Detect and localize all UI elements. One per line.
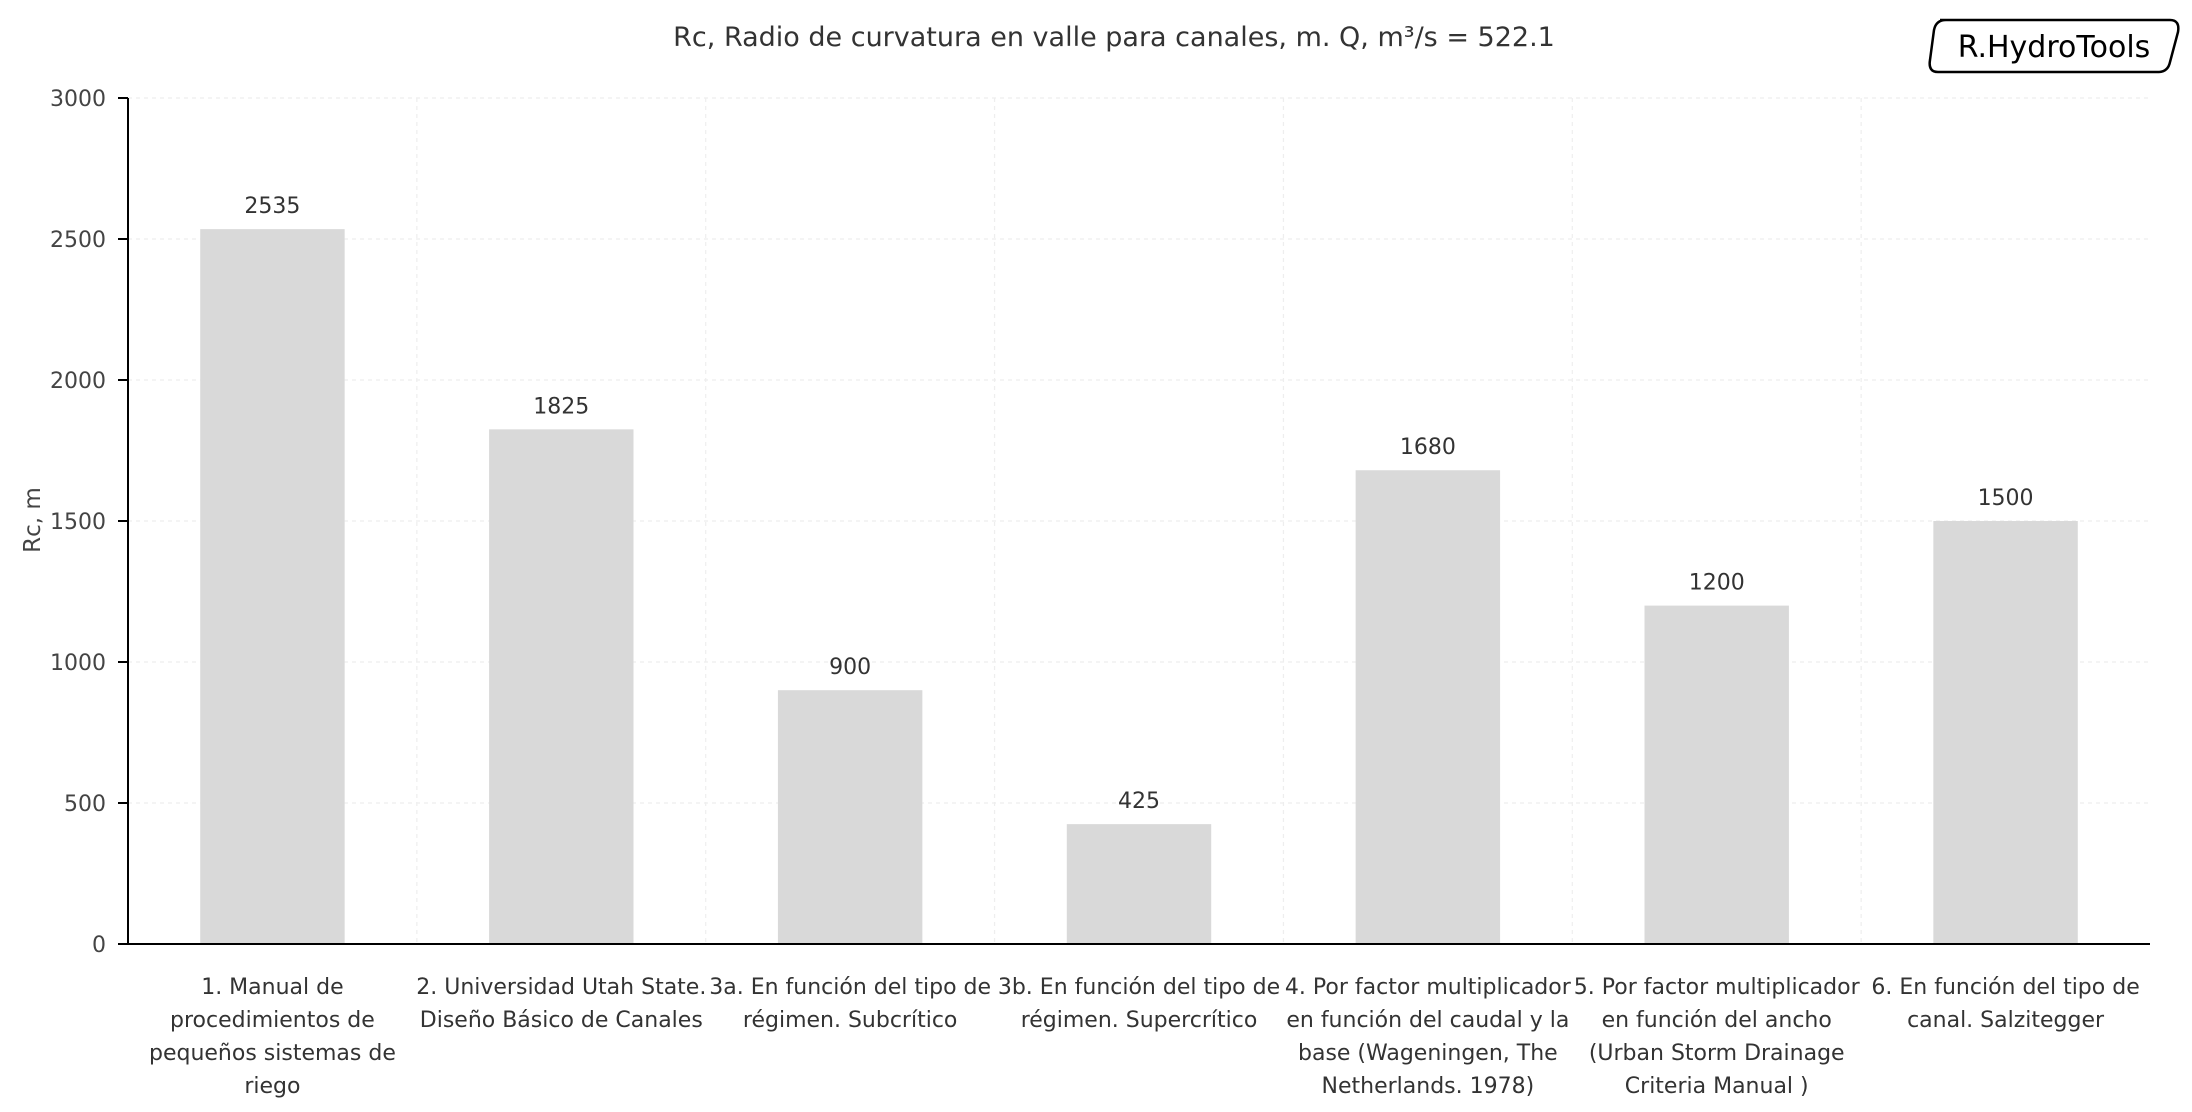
x-tick-label-line: Netherlands. 1978) xyxy=(1322,1074,1535,1099)
x-tick-label-line: 4. Por factor multiplicador xyxy=(1285,975,1572,1000)
x-tick-label-line: régimen. Supercrítico xyxy=(1021,1008,1258,1033)
bar xyxy=(200,229,345,944)
data-label: 1500 xyxy=(1978,486,2034,511)
y-tick-label: 1000 xyxy=(50,651,106,676)
x-tick-label-line: régimen. Subcrítico xyxy=(743,1008,958,1033)
x-tick-label-line: procedimientos de xyxy=(170,1008,375,1033)
logo-text: R.HydroTools xyxy=(1958,30,2151,65)
data-label: 900 xyxy=(829,655,871,680)
y-tick-label: 500 xyxy=(64,792,106,817)
x-tick-label-line: 1. Manual de xyxy=(201,975,343,1000)
x-tick-label-line: pequeños sistemas de xyxy=(149,1041,396,1066)
y-tick-label: 0 xyxy=(92,933,106,958)
y-tick-label: 3000 xyxy=(50,87,106,112)
x-tick-label: 6. En función del tipo de canal. Salziteg… xyxy=(1871,975,2139,1033)
x-tick-label-line: 5. Por factor multiplicador xyxy=(1574,975,1861,1000)
bar xyxy=(1355,470,1501,944)
x-tick-label-line: base (Wageningen, The xyxy=(1298,1041,1558,1066)
x-tick-label: 2. Universidad Utah State. Diseño Básico … xyxy=(416,975,706,1033)
x-tick-label-line: en función del ancho xyxy=(1602,1008,1832,1033)
x-tick-label-line: 3a. En función del tipo de xyxy=(709,975,991,1000)
x-tick-label-line: Diseño Básico de Canales xyxy=(420,1008,703,1033)
data-label: 425 xyxy=(1118,789,1160,814)
x-tick-label: 1. Manual de procedimientos de pequeños si… xyxy=(149,975,396,1099)
y-tick-label: 2000 xyxy=(50,369,106,394)
data-label: 2535 xyxy=(244,194,300,219)
chart-title: Rc, Radio de curvatura en valle para can… xyxy=(673,22,1555,53)
data-label: 1825 xyxy=(533,394,589,419)
bar xyxy=(777,690,923,944)
x-tick-label: 5. Por factor multiplicador en función de… xyxy=(1574,975,1861,1099)
x-tick-label-line: 2. Universidad Utah State. xyxy=(416,975,706,1000)
x-tick-label: 3b. En función del tipo de régimen. Super… xyxy=(998,975,1280,1033)
x-tick-label-line: riego xyxy=(244,1074,300,1099)
x-tick-label: 3a. En función del tipo de régimen. Subcr… xyxy=(709,975,991,1033)
y-tick-label: 2500 xyxy=(50,228,106,253)
x-tick-label-line: (Urban Storm Drainage xyxy=(1589,1041,1845,1066)
bar xyxy=(1066,824,1212,944)
x-tick-label-line: Criteria Manual ) xyxy=(1625,1074,1809,1099)
x-tick-label: 4. Por factor multiplicador en función de… xyxy=(1285,975,1572,1099)
bar xyxy=(1644,605,1789,944)
x-tick-label-line: en función del caudal y la xyxy=(1286,1008,1569,1033)
x-tick-label-line: canal. Salzitegger xyxy=(1907,1008,2105,1033)
bar xyxy=(489,429,634,945)
bar xyxy=(1933,521,2078,944)
y-axis-label: Rc, m xyxy=(20,487,46,553)
data-label: 1200 xyxy=(1689,571,1745,596)
r-hydrotools-logo: R.HydroTools xyxy=(1928,18,2180,74)
x-tick-label-line: 3b. En función del tipo de xyxy=(998,975,1280,1000)
data-label: 1680 xyxy=(1400,435,1456,460)
x-tick-label-line: 6. En función del tipo de xyxy=(1871,975,2139,1000)
y-tick-label: 1500 xyxy=(50,510,106,535)
